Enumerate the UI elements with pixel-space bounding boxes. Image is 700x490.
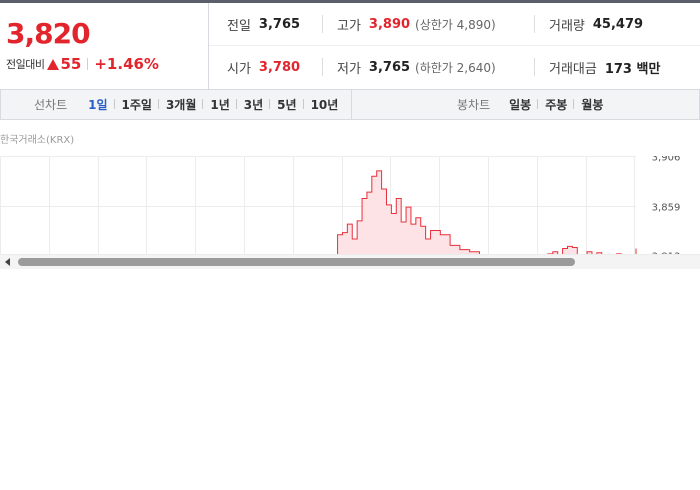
period-5y-button[interactable]: 5년 bbox=[269, 96, 303, 113]
stat-label: 거래량 bbox=[549, 18, 585, 34]
quote-summary: 3,820 전일대비 55 +1.46% 전일 3,765 고가 3,890 (… bbox=[0, 3, 700, 90]
chart-horizontal-scrollbar[interactable] bbox=[0, 254, 700, 269]
stats-grid: 전일 3,765 고가 3,890 (상한가 4,890) 거래량 45,479… bbox=[209, 3, 700, 89]
stat-value: 3,780 bbox=[258, 59, 301, 75]
scroll-thumb[interactable] bbox=[18, 258, 575, 266]
stat-low: 저가 3,765 (하한가 2,640) bbox=[337, 46, 496, 88]
stat-label: 전일 bbox=[227, 18, 251, 34]
stat-divider bbox=[322, 58, 323, 76]
line-chart-title: 선차트 bbox=[34, 98, 68, 112]
period-10y-button[interactable]: 10년 bbox=[302, 96, 346, 113]
stat-value: 3,765 bbox=[368, 59, 411, 75]
candle-weekly-button[interactable]: 주봉 bbox=[537, 96, 574, 113]
period-1w-button[interactable]: 1주일 bbox=[113, 96, 159, 113]
stat-value: 45,479 bbox=[592, 16, 644, 32]
stat-volume: 거래량 45,479 bbox=[549, 3, 643, 45]
top-border bbox=[0, 0, 700, 3]
change-row: 전일대비 55 +1.46% bbox=[6, 55, 159, 73]
stat-prev-close: 전일 3,765 bbox=[227, 3, 300, 45]
change-label: 전일대비 bbox=[6, 58, 45, 71]
stat-sub: (하한가 2,640) bbox=[415, 60, 496, 75]
stat-trade-value: 거래대금 173 백만 bbox=[549, 46, 660, 88]
candle-chart-periods: 봉차트 일봉 주봉 월봉 bbox=[352, 90, 699, 119]
chart-period-bar: 선차트 1일 1주일 3개월 1년 3년 5년 10년 봉차트 일봉 주봉 월봉 bbox=[0, 89, 700, 120]
change-value: 55 bbox=[60, 55, 82, 73]
change-percent: +1.46% bbox=[94, 55, 159, 73]
y-tick-label: 3,906 bbox=[652, 156, 681, 164]
stat-label: 저가 bbox=[337, 61, 361, 77]
change-divider bbox=[87, 58, 89, 70]
data-source-label: 한국거래소(KRX) bbox=[0, 135, 75, 146]
stat-label: 고가 bbox=[337, 18, 361, 34]
stats-row-1: 전일 3,765 고가 3,890 (상한가 4,890) 거래량 45,479 bbox=[209, 3, 700, 46]
stat-divider bbox=[534, 15, 535, 33]
period-1y-button[interactable]: 1년 bbox=[202, 96, 236, 113]
stat-high: 고가 3,890 (상한가 4,890) bbox=[337, 3, 496, 45]
price-area-fill bbox=[0, 170, 636, 260]
stat-label: 시가 bbox=[227, 61, 251, 77]
stats-row-2: 시가 3,780 저가 3,765 (하한가 2,640) 거래대금 173 백… bbox=[209, 46, 700, 88]
price-box: 3,820 전일대비 55 +1.46% bbox=[0, 3, 209, 89]
period-1d-button[interactable]: 1일 bbox=[88, 98, 108, 112]
line-chart-periods: 선차트 1일 1주일 3개월 1년 3년 5년 10년 bbox=[1, 90, 352, 119]
stat-value: 3,765 bbox=[258, 16, 301, 32]
candle-chart-title: 봉차트 bbox=[457, 98, 491, 112]
period-3m-button[interactable]: 3개월 bbox=[157, 96, 203, 113]
price-line bbox=[332, 170, 637, 260]
candle-daily-button[interactable]: 일봉 bbox=[509, 98, 532, 112]
stat-value: 3,890 bbox=[368, 16, 411, 32]
stat-sub: (상한가 4,890) bbox=[415, 17, 496, 32]
candle-monthly-button[interactable]: 월봉 bbox=[573, 96, 610, 113]
current-price: 3,820 bbox=[6, 17, 91, 50]
stat-label: 거래대금 bbox=[549, 61, 597, 77]
y-tick-label: 3,859 bbox=[652, 203, 681, 214]
period-3y-button[interactable]: 3년 bbox=[235, 96, 270, 113]
scroll-left-arrow-icon[interactable] bbox=[5, 258, 10, 266]
stat-divider bbox=[322, 15, 323, 33]
stat-open: 시가 3,780 bbox=[227, 46, 300, 88]
stat-value: 173 백만 bbox=[604, 61, 661, 77]
up-triangle-icon bbox=[47, 58, 60, 70]
stat-divider bbox=[534, 58, 535, 76]
